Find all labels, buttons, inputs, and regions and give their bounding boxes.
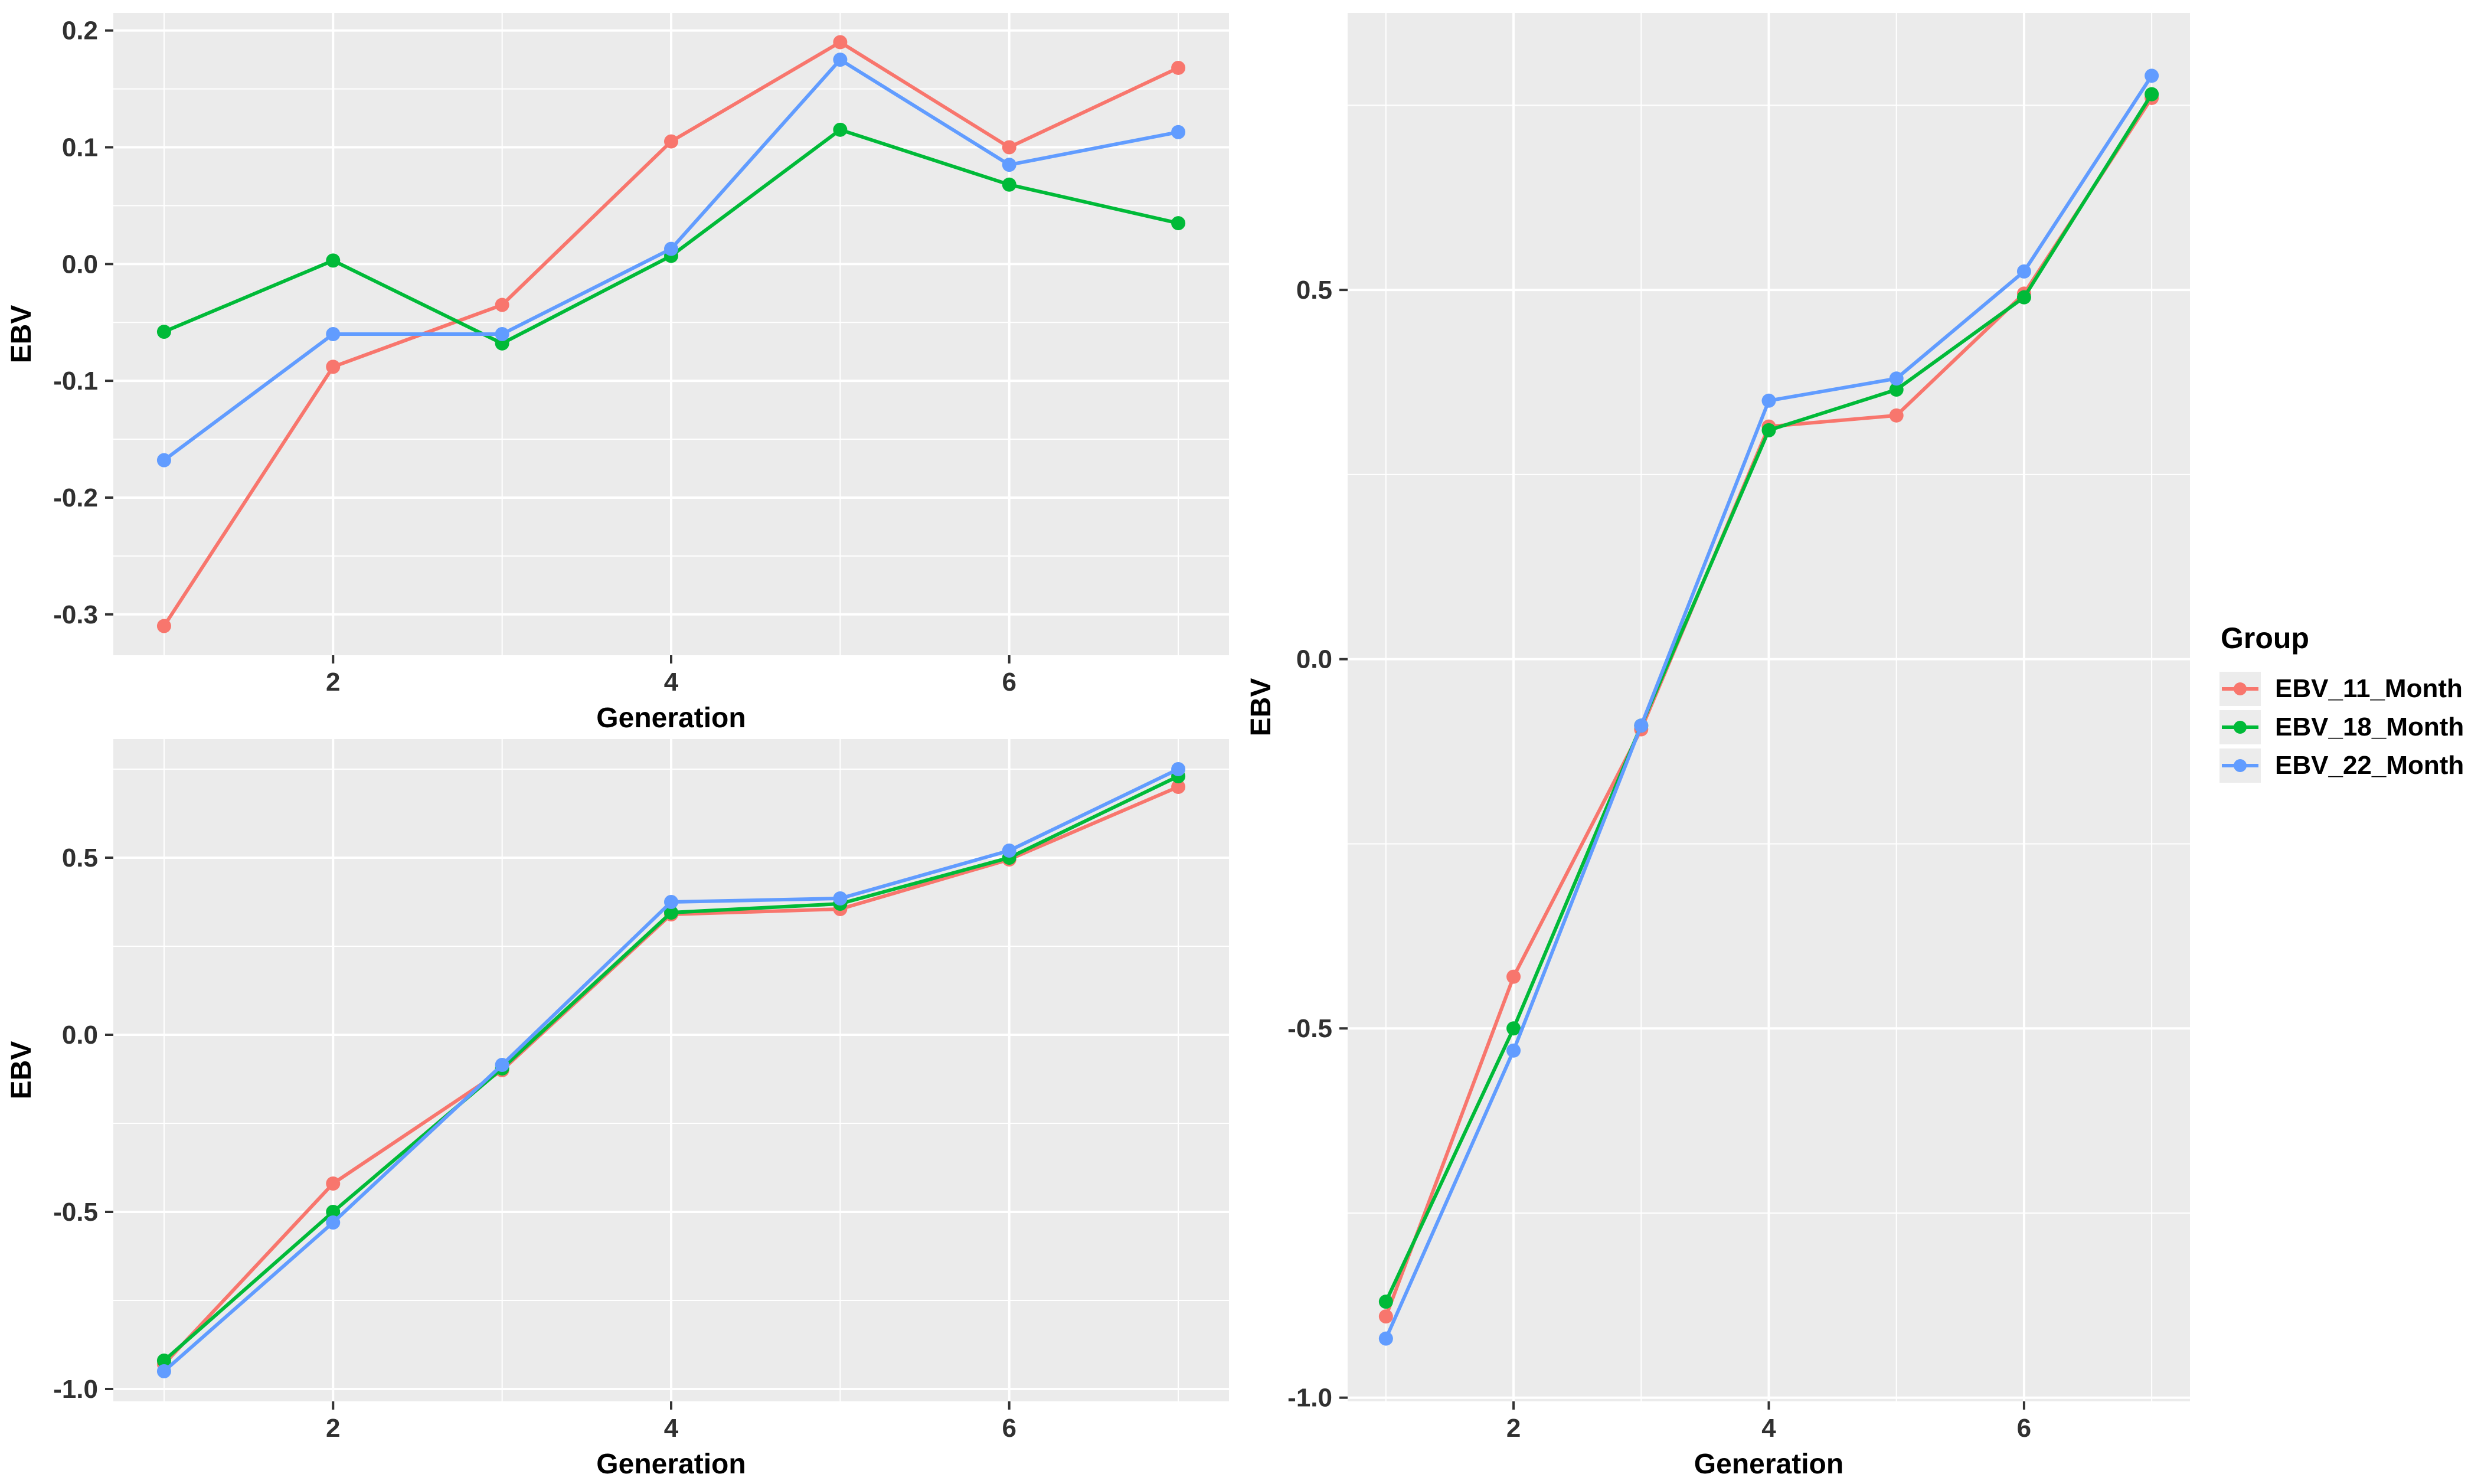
- svg-text:2: 2: [326, 1414, 340, 1443]
- legend-key-line-point-icon: [2219, 748, 2261, 783]
- legend-entry: EBV_18_Month: [2219, 708, 2467, 746]
- svg-text:-0.1: -0.1: [53, 367, 98, 395]
- svg-text:0.5: 0.5: [1296, 276, 1332, 305]
- legend-entry-label: EBV_11_Month: [2275, 674, 2463, 703]
- svg-text:0.0: 0.0: [1296, 645, 1332, 674]
- svg-text:2: 2: [1506, 1414, 1521, 1443]
- panel-top-left-chart: 2 4 6 0.2 0.1 0.0 -0.1 -0.2 -0.3 Generation EBV: [6, 13, 1229, 734]
- svg-text:-0.5: -0.5: [53, 1198, 98, 1227]
- svg-text:0.5: 0.5: [62, 844, 98, 872]
- legend: Group EBV_11_Month EBV_18_Month EBV_22_M…: [2219, 621, 2467, 785]
- svg-text:2: 2: [326, 668, 340, 697]
- y-axis-title: EBV: [6, 305, 37, 364]
- svg-text:6: 6: [2017, 1414, 2031, 1443]
- legend-entry: EBV_11_Month: [2219, 669, 2467, 708]
- svg-text:6: 6: [1002, 668, 1016, 697]
- svg-text:4: 4: [664, 668, 679, 697]
- svg-text:4: 4: [664, 1414, 679, 1443]
- svg-text:0.2: 0.2: [62, 17, 98, 45]
- svg-text:0.0: 0.0: [62, 250, 98, 279]
- svg-text:0.0: 0.0: [62, 1021, 98, 1050]
- svg-text:6: 6: [1002, 1414, 1016, 1443]
- legend-entry-label: EBV_18_Month: [2275, 712, 2464, 741]
- x-axis-title: Generation: [596, 1449, 746, 1480]
- legend-entry: EBV_22_Month: [2219, 746, 2467, 785]
- x-axis-title: Generation: [1694, 1449, 1843, 1480]
- x-axis-title: Generation: [596, 702, 746, 734]
- svg-text:-0.3: -0.3: [53, 600, 98, 629]
- svg-text:-1.0: -1.0: [1287, 1384, 1332, 1413]
- panel-bottom-left-chart: 2 4 6 0.5 0.0 -0.5 -1.0 Generation EBV: [6, 739, 1229, 1480]
- svg-text:4: 4: [1761, 1414, 1776, 1443]
- panel-right-chart: 2 4 6 0.5 0.0 -0.5 -1.0 Generation EBV: [1246, 13, 2190, 1480]
- svg-text:-0.5: -0.5: [1287, 1014, 1332, 1043]
- y-axis-title: EBV: [6, 1041, 37, 1100]
- svg-text:0.1: 0.1: [62, 133, 98, 162]
- legend-title: Group: [2221, 622, 2309, 655]
- y-axis-title: EBV: [1246, 678, 1277, 737]
- svg-text:-0.2: -0.2: [53, 483, 98, 512]
- legend-key-line-point-icon: [2219, 710, 2261, 744]
- svg-text:-1.0: -1.0: [53, 1375, 98, 1404]
- legend-key-line-point-icon: [2219, 671, 2261, 706]
- legend-entry-label: EBV_22_Month: [2275, 750, 2464, 780]
